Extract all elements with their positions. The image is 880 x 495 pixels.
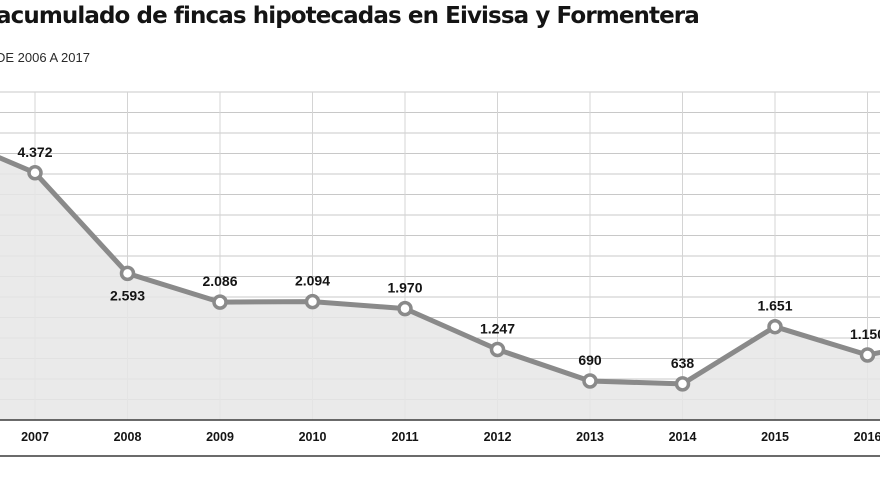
data-point (119, 265, 136, 282)
data-point (27, 165, 43, 181)
x-tick-label: 2008 (114, 430, 142, 444)
data-label: 2.593 (110, 287, 145, 303)
data-point (304, 293, 321, 310)
x-tick-label: 2016 (854, 430, 880, 444)
data-point (582, 373, 598, 389)
data-point (767, 318, 783, 335)
x-tick-label: 2013 (576, 430, 604, 444)
data-point (397, 300, 413, 317)
chart-title: acumulado de fincas hipotecadas en Eivis… (0, 3, 700, 29)
data-label: 690 (578, 352, 602, 368)
data-point (859, 347, 876, 363)
x-tick-label: 2010 (299, 430, 327, 444)
x-tick-label: 2007 (21, 430, 49, 444)
x-tick-label: 2012 (484, 430, 512, 444)
x-tick-label: 2015 (761, 430, 789, 444)
data-point (212, 294, 228, 310)
data-point (674, 376, 691, 392)
data-label: 4.372 (17, 144, 52, 160)
chart-subtitle: DE 2006 A 2017 (0, 50, 90, 65)
x-tick-label: 2011 (391, 430, 418, 444)
data-label: 1.247 (480, 321, 515, 337)
series-area (0, 157, 880, 420)
series-line (0, 155, 880, 387)
data-label: 1.150 (850, 326, 880, 342)
data-label: 1.651 (757, 298, 792, 314)
data-point (489, 341, 506, 358)
data-points: 4.372 2.593 2.086 2.094 1.970 1.247 690 638 1.65… (17, 144, 880, 392)
x-tick-label: 2014 (669, 430, 697, 444)
data-label: 2.094 (295, 273, 330, 289)
x-tick-labels: 2007 2008 2009 2010 2011 2012 2013 2014 2015 2016 (21, 430, 880, 444)
data-label: 1.970 (387, 280, 422, 296)
data-label: 638 (671, 355, 695, 371)
data-label: 2.086 (202, 273, 237, 289)
x-tick-label: 2009 (206, 430, 234, 444)
